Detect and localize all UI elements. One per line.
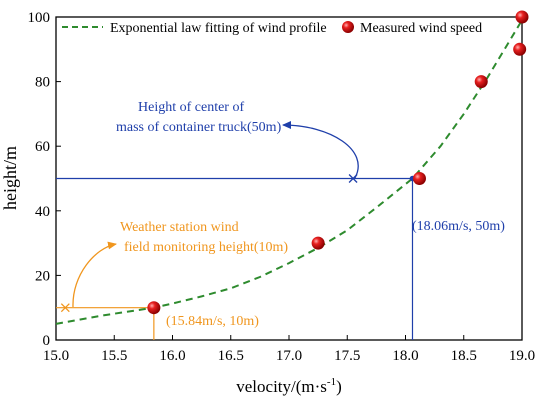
y-axis-ticks: 0 20 40 60 80 100 — [28, 10, 61, 349]
annotation-station-arrow — [72, 241, 117, 308]
x-tick-label: 19.0 — [509, 348, 535, 364]
annotation-station-line-2: field monitoring height(10m) — [124, 240, 288, 255]
x-axis-label-tail: ) — [336, 377, 342, 396]
legend: Exponential law fitting of wind profile … — [62, 21, 482, 36]
x-tick-label: 16.5 — [218, 348, 244, 364]
annotation-truck-line-1: Height of center of — [138, 100, 244, 115]
measured-point — [474, 75, 488, 89]
fit-curve-layer — [55, 19, 523, 325]
measured-points-layer — [147, 10, 529, 315]
annotation-station: Weather station wind field monitoring he… — [72, 220, 288, 329]
y-tick-label: 0 — [43, 333, 51, 349]
x-tick-label: 15.0 — [43, 348, 69, 364]
x-axis-ticks: 15.0 15.5 16.0 16.5 17.0 17.5 18.0 18.5 19.0 — [43, 335, 535, 364]
measured-point — [147, 301, 161, 315]
measured-point — [515, 10, 529, 24]
measured-point — [311, 236, 325, 250]
legend-measured-marker — [342, 21, 354, 33]
annotation-truck-point-label: (18.06m/s, 50m) — [412, 219, 505, 234]
x-tick-label: 17.5 — [334, 348, 360, 364]
legend-measured-label: Measured wind speed — [360, 21, 482, 36]
y-axis-label: height/m — [0, 146, 20, 210]
y-tick-label: 80 — [35, 75, 50, 91]
x-axis-label-superscript: -1 — [327, 376, 336, 388]
legend-fit-label: Exponential law fitting of wind profile — [110, 21, 327, 36]
x-tick-label: 15.5 — [101, 348, 127, 364]
x-axis-label-main: velocity/(m·s — [236, 377, 327, 396]
annotation-station-point-label: (15.84m/s, 10m) — [166, 314, 259, 329]
y-tick-label: 60 — [35, 139, 50, 155]
measured-point — [412, 172, 426, 185]
y-tick-label: 100 — [28, 10, 51, 26]
fit-curve — [55, 19, 523, 325]
annotation-truck-line-2: mass of container truck(50m) — [116, 120, 282, 135]
y-tick-label: 40 — [35, 204, 50, 220]
annotation-truck: Height of center of mass of container tr… — [116, 100, 505, 234]
annotation-station-line-1: Weather station wind — [120, 220, 239, 235]
x-tick-label: 18.5 — [451, 348, 477, 364]
annotation-truck-arrow — [282, 121, 359, 179]
x-tick-label: 18.0 — [392, 348, 418, 364]
y-tick-label: 20 — [35, 268, 50, 284]
x-tick-label: 16.0 — [159, 348, 185, 364]
x-tick-label: 17.0 — [276, 348, 302, 364]
x-axis-label: velocity/(m·s-1) — [236, 376, 342, 396]
cross-marker-station — [60, 303, 70, 313]
measured-point — [513, 42, 527, 56]
